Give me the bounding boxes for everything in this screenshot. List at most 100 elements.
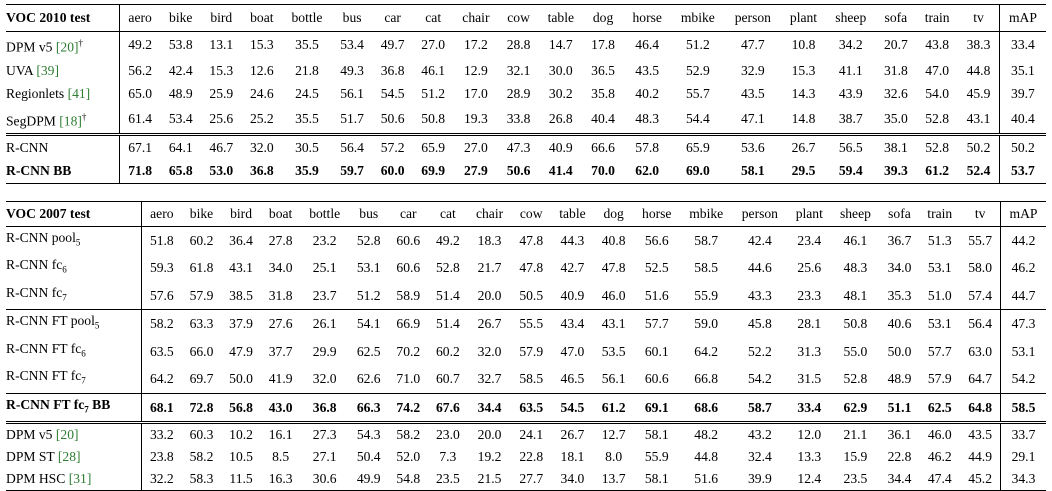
ap-cell: 70.2 [396, 343, 421, 359]
method-name: DPM ST [28] [6, 446, 142, 468]
ap-cell: 57.9 [189, 287, 214, 303]
ap-cell: 56.1 [340, 86, 364, 102]
ap-cell: 56.4 [331, 132, 373, 160]
method-subscript: 7 [62, 292, 67, 303]
ap-cell: 46.0 [919, 421, 961, 447]
ap-cell: 32.0 [477, 343, 502, 359]
ap-cell: 36.1 [879, 421, 920, 447]
citation-link[interactable]: [18] [59, 113, 82, 129]
voc2007-results-table: VOC 2007 test aero bike bird boat bottle… [6, 201, 1046, 491]
voc2010-results-table: VOC 2010 test aero bike bird boat bottle… [6, 4, 1046, 184]
col-header: dog [593, 201, 634, 227]
ap-cell: 71.8 [119, 159, 161, 184]
map-cell: 53.7 [999, 159, 1046, 184]
ap-cell: 25.6 [797, 260, 822, 276]
ap-cell: 41.9 [268, 371, 293, 387]
ap-cell: 32.4 [747, 449, 772, 465]
citation-link[interactable]: [31] [68, 471, 92, 486]
map-cell: 40.4 [1011, 111, 1035, 127]
voc2007-table-body: R-CNN pool5 51.8 60.2 36.4 27.8 23.2 52.8 60.6 4… [6, 226, 1046, 491]
method-name: DPM v5 [20] [6, 421, 142, 447]
citation-link[interactable]: [39] [36, 62, 60, 78]
ap-cell: 66.9 [388, 309, 429, 338]
ap-cell: 40.9 [560, 287, 585, 303]
ap-cell: 10.8 [791, 37, 816, 53]
ap-cell: 58.5 [519, 371, 544, 387]
citation-link[interactable]: [28] [57, 449, 81, 465]
method-name: R-CNN FT fc7 BB [6, 392, 142, 424]
ap-cell: 29.5 [781, 159, 826, 184]
ap-cell: 37.7 [268, 343, 293, 359]
ap-cell: 28.8 [506, 37, 531, 53]
ap-cell: 47.9 [229, 343, 253, 359]
ap-cell: 56.2 [128, 62, 153, 78]
ap-cell: 29.9 [312, 343, 337, 359]
ap-cell: 32.2 [141, 468, 182, 491]
citation-link[interactable]: [41] [67, 86, 91, 102]
map-cell: 39.7 [1011, 86, 1035, 102]
ap-cell: 59.7 [331, 159, 373, 184]
table-row: R-CNN fc7 57.6 57.9 38.5 31.8 23.7 51.2 58.9 51.… [6, 281, 1046, 310]
ap-cell: 34.4 [467, 392, 512, 424]
method-label: R-CNN FT pool [6, 313, 95, 329]
ap-cell: 66.6 [582, 132, 624, 160]
table-header-row: VOC 2010 test aero bike bird boat bottle… [6, 4, 1046, 32]
ap-cell: 51.3 [927, 232, 952, 248]
ap-cell: 43.4 [551, 309, 594, 338]
ap-cell: 58.5 [694, 260, 719, 276]
ap-cell: 56.4 [960, 309, 1001, 338]
ap-cell: 51.6 [644, 287, 669, 303]
ap-cell: 27.3 [300, 421, 349, 447]
ap-cell: 47.0 [560, 343, 585, 359]
citation-link[interactable]: [20] [55, 39, 79, 55]
ap-cell: 72.8 [181, 392, 222, 424]
ap-cell: 12.6 [249, 62, 274, 78]
ap-cell: 14.7 [548, 37, 573, 53]
ap-cell: 35.8 [591, 86, 615, 102]
col-header: sofa [879, 201, 920, 227]
table-row: DPM v5 [20] 33.2 60.3 10.2 16.1 27.3 54.3 58.2 2… [6, 421, 1046, 447]
ap-cell: 74.2 [388, 392, 429, 424]
table-row: Regionlets [41] 65.0 48.9 25.9 24.6 24.5 56.1 5… [6, 82, 1046, 106]
ap-cell: 48.3 [843, 260, 868, 276]
ap-cell: 58.7 [694, 232, 719, 248]
ap-cell: 30.6 [300, 468, 349, 491]
table-header-row: VOC 2007 test aero bike bird boat bottle… [6, 201, 1046, 227]
ap-cell: 51.2 [356, 287, 381, 303]
col-header: horse [633, 201, 681, 227]
ap-cell: 51.4 [428, 309, 468, 338]
ap-cell: 58.3 [181, 468, 222, 491]
map-header: mAP [1000, 201, 1046, 227]
citation-link[interactable]: [20] [55, 427, 79, 443]
col-header: plant [781, 4, 826, 32]
ap-cell: 53.4 [168, 111, 193, 127]
ap-cell: 63.0 [960, 337, 1001, 366]
table-row: DPM HSC [31] 32.2 58.3 11.5 16.3 30.6 49.9 54.8… [6, 468, 1046, 491]
ap-cell: 44.6 [747, 260, 772, 276]
ap-cell: 32.6 [883, 86, 908, 102]
ap-cell: 52.8 [356, 232, 381, 248]
ap-cell: 58.1 [633, 421, 681, 447]
ap-cell: 25.6 [209, 111, 234, 127]
ap-cell: 63.3 [181, 309, 222, 338]
ap-cell: 41.4 [538, 159, 583, 184]
ap-cell: 32.1 [506, 62, 531, 78]
table-row: R-CNN fc6 59.3 61.8 43.1 34.0 25.1 53.1 60.6 52.… [6, 254, 1046, 282]
col-header: chair [467, 201, 512, 227]
ap-cell: 60.6 [396, 232, 421, 248]
ap-cell: 26.7 [551, 421, 594, 447]
ap-cell: 34.0 [551, 468, 594, 491]
ap-cell: 35.5 [295, 37, 319, 53]
ap-cell: 64.7 [960, 365, 1001, 394]
dagger-mark: † [81, 111, 87, 122]
ap-cell: 55.9 [644, 449, 669, 465]
ap-cell: 36.8 [241, 159, 283, 184]
ap-cell: 47.8 [601, 260, 626, 276]
ap-cell: 45.8 [732, 309, 788, 338]
ap-cell: 51.2 [421, 86, 446, 102]
ap-cell: 33.8 [506, 111, 531, 127]
ap-cell: 34.4 [879, 468, 920, 491]
ap-cell: 50.8 [421, 111, 446, 127]
ap-cell: 22.8 [887, 449, 912, 465]
ap-cell: 19.2 [477, 449, 502, 465]
